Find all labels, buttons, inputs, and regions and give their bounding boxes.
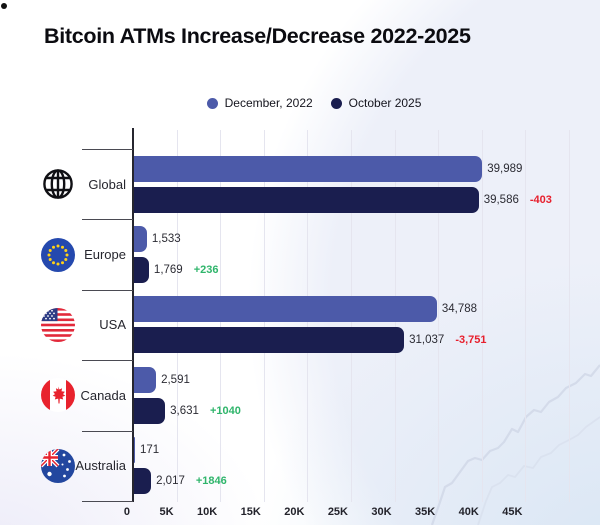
chart-row: USA 34,788 31,037 -3,751 [0,290,600,360]
bar-value-label: 34,788 [441,303,478,316]
bar-december-2022 [133,437,135,464]
bar-line: 39,586 -403 [133,186,552,213]
bar-value-label: 3,631 [170,404,199,417]
corner-dot-decoration [1,3,7,9]
globe-icon [41,167,75,201]
x-axis-tick-label: 30K [371,506,392,518]
bar-line: 31,037 -3,751 [133,327,487,354]
bar-december-2022 [133,155,483,182]
chart-row: Canada 2,591 3,631 +1040 [0,360,600,430]
canada-flag-icon [41,378,75,413]
bar-value-label: 171 [139,444,160,457]
legend-item-october-2025: October 2025 [330,96,422,110]
legend-dot-2025-icon [330,97,342,109]
bar-value-label: 39,586 [483,193,519,206]
gridline [525,130,527,502]
row-separator-line [82,149,133,150]
row-label: Europe [84,247,126,263]
delta-badge: +236 [193,263,219,276]
chart-row: Global 39,989 39,586 -403 [0,149,600,219]
row-separator-line [82,360,133,362]
chart-row: Europe 1,533 1,769 +236 [0,219,600,289]
bar-value-label: 31,037 [409,334,445,347]
delta-badge: +1846 [195,475,227,488]
trend-line-decoration [430,364,600,525]
bar-line: 3,631 +1040 [133,397,241,424]
bar-line: 1,533 [133,225,181,252]
x-axis-tick-label: 45K [502,506,523,518]
bar-december-2022 [133,366,157,393]
usa-flag-icon [41,307,75,342]
legend-label: December, 2022 [224,96,313,110]
bar-value-label: 1,533 [151,232,181,245]
bar-line: 2,017 +1846 [133,468,227,495]
x-axis-tick-label: 5K [159,506,174,518]
delta-badge: -3,751 [455,334,487,347]
gridline [569,130,570,502]
row-separator-line [82,501,133,502]
bar-line: 1,769 +236 [133,256,219,283]
bar-october-2025 [133,327,405,354]
x-axis-tick-label: 0 [123,506,130,518]
legend-label: October 2025 [348,96,422,110]
page-title: Bitcoin ATMs Increase/Decrease 2022-2025 [44,24,471,48]
delta-badge: -403 [529,193,552,206]
gridline [438,130,440,502]
bar-value-label: 2,017 [156,475,185,488]
legend-dot-2022-icon [206,97,218,109]
bar-value-label: 1,769 [153,263,183,276]
row-separator-line [82,289,133,291]
row-label: Australia [75,458,126,474]
chart: Global 39,989 39,586 -403 Europe 1,533 1,769 +2… [0,128,600,525]
x-axis-tick-label: 35K [415,506,436,518]
row-label: USA [99,317,126,333]
gridline [481,130,483,502]
row-label: Global [88,176,126,192]
legend-item-december-2022: December, 2022 [206,96,313,110]
bar-december-2022 [133,225,147,252]
bar-value-label: 2,591 [161,373,190,386]
bar-december-2022 [133,296,437,323]
row-separator-line [82,430,133,432]
x-axis-tick-label: 15K [240,506,261,518]
x-axis-tick-label: 40K [458,506,479,518]
bar-line: 39,989 [133,155,523,182]
bar-value-label: 39,989 [487,162,523,175]
bar-october-2025 [133,397,166,424]
row-separator-line [82,219,133,221]
bar-line: 171 [133,437,160,464]
bar-october-2025 [133,468,152,495]
x-axis-tick-label: 10K [197,506,218,518]
bar-october-2025 [133,256,149,283]
legend: December, 2022 October 2025 [14,96,600,110]
x-axis-tick-label: 20K [284,506,305,518]
bar-line: 34,788 [133,296,478,323]
bar-line: 2,591 [133,366,190,393]
bar-october-2025 [133,186,479,213]
delta-badge: +1040 [209,404,241,417]
eu-flag-icon [41,237,75,272]
row-label: Canada [80,387,126,403]
chart-row: Australia 171 2,017 +1846 [0,431,600,501]
y-axis-line [131,128,134,502]
australia-flag-icon [41,448,75,483]
x-axis-tick-label: 25K [327,506,348,518]
